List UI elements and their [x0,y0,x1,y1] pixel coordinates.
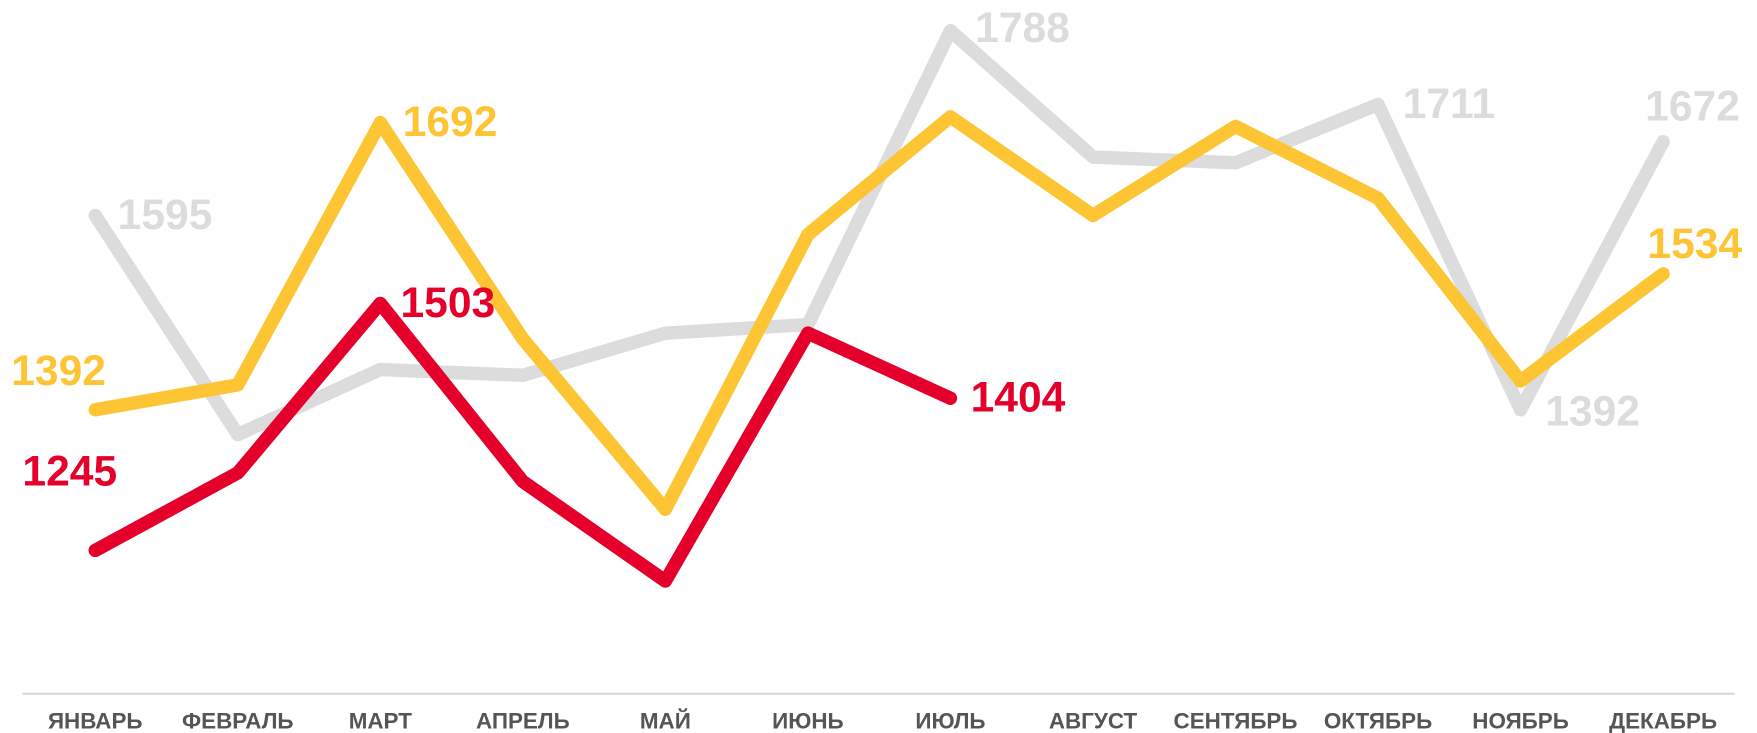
data-label: 1503 [400,279,495,327]
x-tick-label: СЕНТЯБРЬ [1174,709,1298,733]
data-label: 1711 [1403,80,1495,128]
x-tick-label: ИЮНЬ [772,709,844,733]
data-label: 1404 [971,374,1066,422]
data-label: 1534 [1647,220,1742,268]
x-tick-label: ИЮЛЬ [915,709,985,733]
data-label: 1692 [403,98,498,146]
data-label: 1245 [22,447,117,495]
data-label: 1392 [11,347,106,395]
x-tick-label: ДЕКАБРЬ [1609,709,1717,733]
series-line [88,110,1670,516]
x-tick-label: ФЕВРАЛЬ [182,709,294,733]
data-label: 1788 [975,4,1070,52]
x-tick-label: НОЯБРЬ [1472,709,1569,733]
x-tick-label: ЯНВАРЬ [48,709,143,733]
data-label: 1672 [1645,82,1740,130]
x-tick-label: ОКТЯБРЬ [1324,709,1432,733]
series-line [88,296,958,588]
x-tick-label: АВГУСТ [1049,709,1138,733]
x-tick-label: АПРЕЛЬ [476,709,570,733]
data-label: 1595 [118,191,213,239]
x-tick-label: МАЙ [640,709,691,733]
data-label: 1392 [1545,387,1640,435]
x-tick-label: МАРТ [349,709,412,733]
